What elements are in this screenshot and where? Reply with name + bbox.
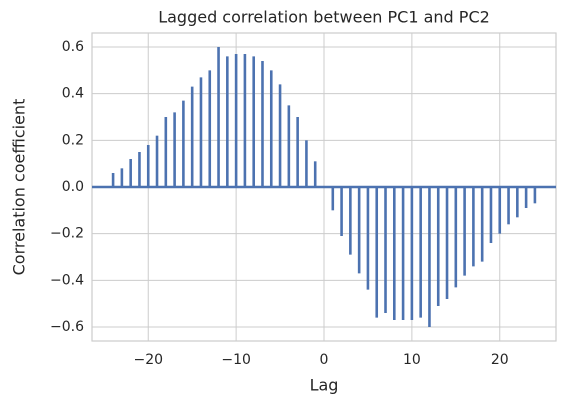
x-tick-label: −20 — [133, 352, 163, 368]
chart-title: Lagged correlation between PC1 and PC2 — [158, 8, 490, 27]
y-tick-label: −0.2 — [50, 226, 84, 242]
y-tick-label: 0.4 — [62, 86, 84, 102]
y-axis-label: Correlation coefficient — [10, 99, 29, 276]
y-tick-label: −0.6 — [50, 319, 84, 335]
x-tick-label: 0 — [320, 352, 329, 368]
y-tick-label: 0.0 — [62, 179, 84, 195]
x-tick-label: −10 — [221, 352, 251, 368]
y-tick-label: −0.4 — [50, 272, 84, 288]
y-tick-label: 0.2 — [62, 132, 84, 148]
x-axis-label: Lag — [310, 376, 339, 395]
x-tick-label: 20 — [491, 352, 509, 368]
x-tick-label: 10 — [403, 352, 421, 368]
y-tick-label: 0.6 — [62, 39, 84, 55]
